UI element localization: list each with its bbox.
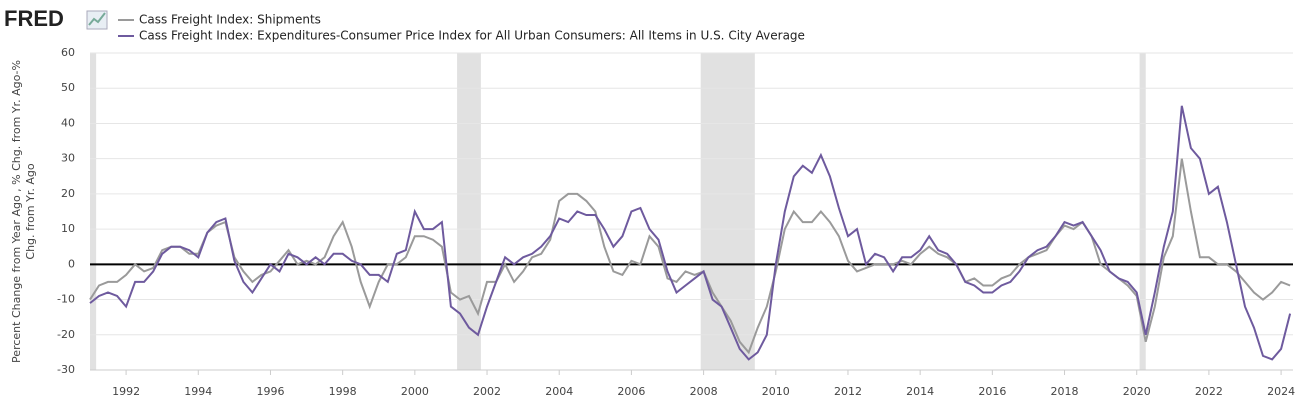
y-tick-label: 40 [61,116,75,129]
y-tick-label: -20 [57,328,75,341]
recession-band [457,53,481,370]
x-tick-label: 2022 [1195,385,1223,398]
x-tick-label: 2004 [545,385,573,398]
series-line [89,158,1291,355]
y-tick-label: 0 [68,257,75,270]
y-tick-label: 20 [61,187,75,200]
x-tick-label: 2000 [401,385,429,398]
y-tick-label: 10 [61,222,75,235]
x-tick-label: 1994 [184,385,212,398]
series-line [89,105,1292,361]
y-axis-label: Percent Change from Year Ago , % Chg. fr… [10,60,37,363]
x-tick-label: 2012 [834,385,862,398]
recession-band [90,53,97,370]
y-tick-label: 50 [61,81,75,94]
y-tick-label: -30 [57,363,75,376]
x-tick-label: 2016 [978,385,1006,398]
legend-label: Cass Freight Index: Shipments [139,13,321,27]
x-tick-label: 2006 [617,385,645,398]
x-tick-label: 2024 [1267,385,1295,398]
y-tick-label: 30 [61,152,75,165]
x-tick-label: 1996 [256,385,284,398]
x-tick-label: 2002 [473,385,501,398]
logo-icon [86,10,108,30]
y-tick-label: 60 [61,46,75,59]
x-tick-label: 1992 [112,385,140,398]
x-tick-label: 2008 [690,385,718,398]
x-tick-label: 2020 [1123,385,1151,398]
y-tick-label: -10 [57,293,75,306]
x-tick-label: 2018 [1051,385,1079,398]
brand-logo: FRED [4,6,64,31]
recession-band [1139,53,1146,370]
x-tick-label: 1998 [329,385,357,398]
x-tick-label: 2010 [762,385,790,398]
legend-label: Cass Freight Index: Expenditures-Consume… [139,29,805,43]
x-tick-label: 2014 [906,385,934,398]
